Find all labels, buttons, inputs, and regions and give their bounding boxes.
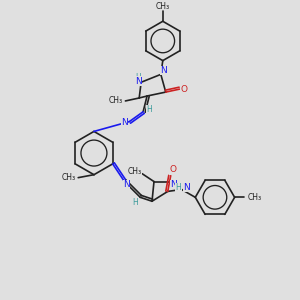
Text: CH₃: CH₃: [109, 96, 123, 105]
Text: CH₃: CH₃: [127, 167, 141, 176]
Text: H: H: [135, 73, 141, 82]
Text: CH₃: CH₃: [156, 2, 170, 11]
Text: CH₃: CH₃: [61, 173, 75, 182]
Text: N: N: [123, 180, 130, 189]
Text: O: O: [181, 85, 188, 94]
Text: H: H: [146, 105, 152, 114]
Text: N: N: [135, 77, 142, 86]
Text: H: H: [176, 183, 182, 192]
Text: O: O: [169, 165, 176, 174]
Text: N: N: [170, 180, 177, 189]
Text: N: N: [160, 66, 167, 75]
Text: H: H: [132, 198, 138, 207]
Text: N: N: [121, 118, 128, 127]
Text: N: N: [183, 183, 190, 192]
Text: CH₃: CH₃: [247, 193, 261, 202]
